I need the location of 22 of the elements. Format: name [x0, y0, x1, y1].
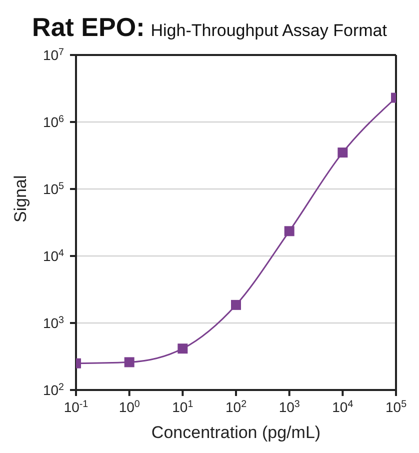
x-tick-label: 10$^{3}$ — [278, 398, 300, 415]
y-tick-label: 10$^{3}$ — [42, 314, 65, 331]
y-tick-label: 10$^{5}$ — [42, 180, 65, 197]
point — [231, 300, 241, 310]
point — [178, 344, 188, 354]
x-tick-label: 10$^{-1}$ — [64, 398, 88, 415]
x-tick-label: 10$^{2}$ — [225, 398, 247, 415]
y-tick-label: 10$^{6}$ — [42, 114, 65, 130]
y-tick-label: 10$^{2}$ — [42, 382, 64, 398]
x-tick-label: 10$^{4}$ — [332, 398, 354, 415]
point — [284, 226, 294, 236]
point — [124, 357, 134, 368]
y-axis-title: Signal — [11, 175, 30, 222]
x-tick-label: 10$^{5}$ — [385, 398, 408, 415]
x-axis-title: Concentration (pg/mL) — [151, 423, 321, 442]
y-tick-label: 10$^{7}$ — [42, 46, 64, 63]
chart-subtitle: High-Throughput Assay Format — [150, 21, 387, 40]
chart-title: Rat EPO: — [32, 12, 145, 42]
x-tick-label: 10$^{1}$ — [172, 398, 194, 415]
x-tick-label: 10$^{0}$ — [118, 398, 140, 415]
point — [338, 148, 348, 158]
y-tick-label: 10$^{4}$ — [42, 248, 65, 264]
